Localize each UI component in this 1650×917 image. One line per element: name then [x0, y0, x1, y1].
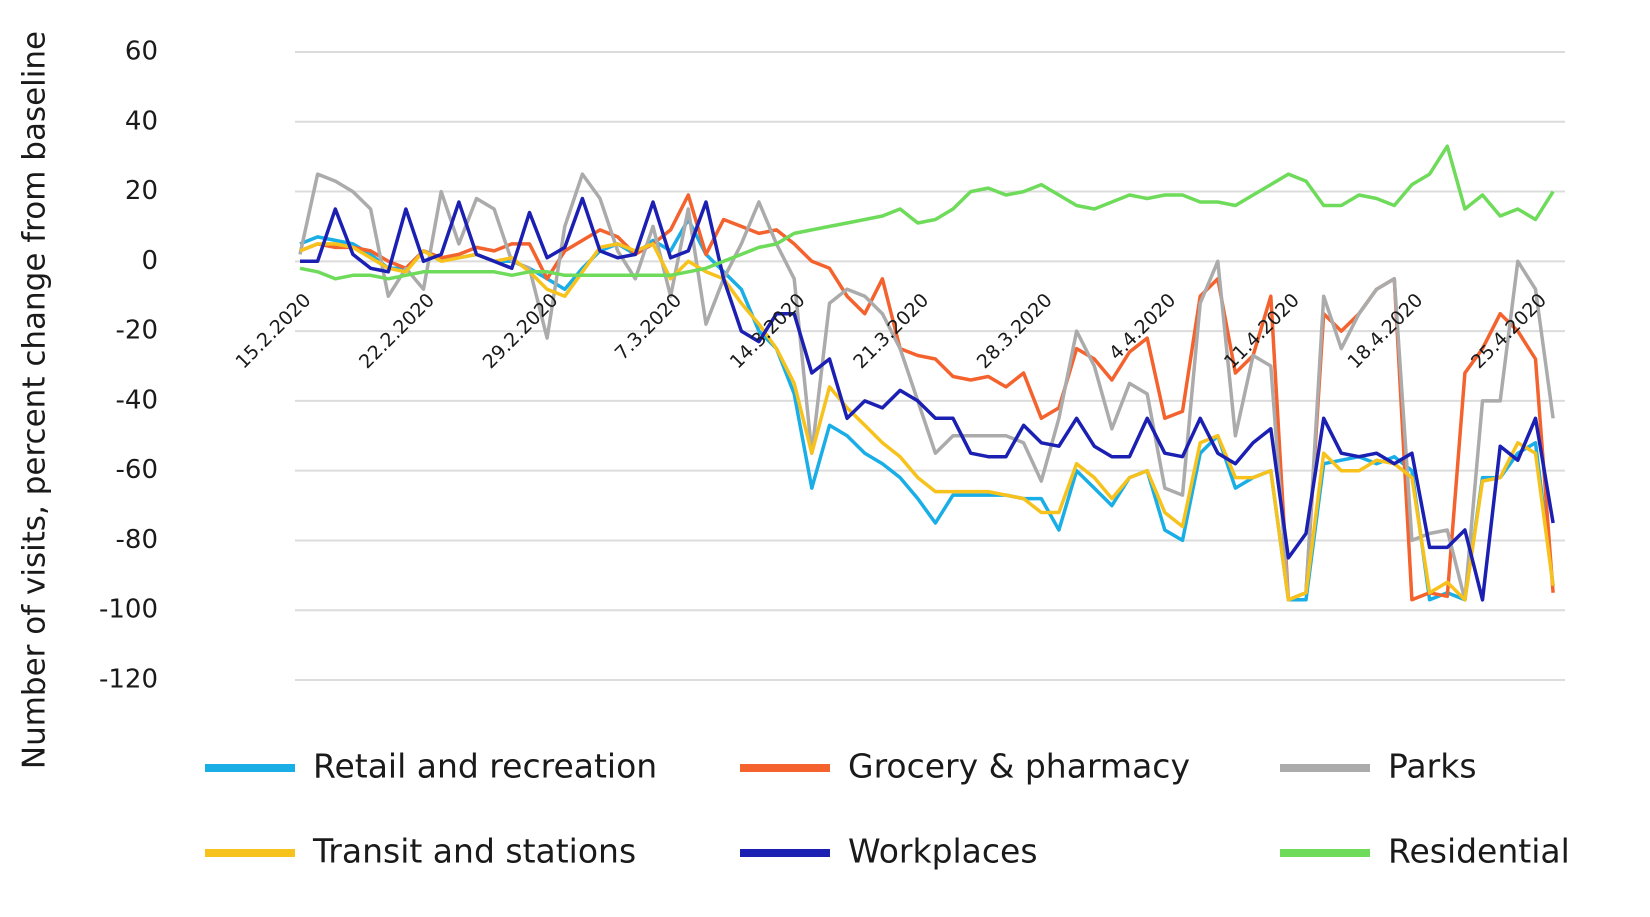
- y-tick-label: -120: [99, 665, 158, 695]
- legend-label: Transit and stations: [312, 832, 636, 871]
- y-tick-label: -20: [116, 316, 158, 346]
- y-axis-title: Number of visits, percent change from ba…: [17, 31, 53, 769]
- series-line: [299, 242, 1555, 602]
- legend-label: Parks: [1388, 747, 1477, 786]
- series-line: [300, 196, 1555, 602]
- legend-label: Residential: [1388, 832, 1570, 871]
- y-tick-label: 0: [141, 246, 158, 276]
- x-tick-label: 4.4.2020: [1105, 289, 1180, 364]
- y-tick-label: -100: [99, 595, 158, 625]
- series-line: [299, 144, 1555, 281]
- legend-label: Retail and recreation: [313, 747, 657, 786]
- series-line: [299, 217, 1555, 602]
- series-line: [299, 193, 1555, 602]
- y-tick-label: -60: [116, 455, 158, 485]
- y-tick-label: 60: [125, 37, 158, 67]
- y-tick-label: 20: [125, 176, 158, 206]
- legend-label: Grocery & pharmacy: [848, 747, 1190, 786]
- y-tick-label: -80: [116, 525, 158, 555]
- series-line: [298, 172, 1555, 602]
- y-tick-label: 40: [125, 106, 158, 136]
- legend-label: Workplaces: [848, 832, 1038, 871]
- y-tick-label: -40: [116, 385, 158, 415]
- x-tick-label: 7.3.2020: [611, 289, 686, 364]
